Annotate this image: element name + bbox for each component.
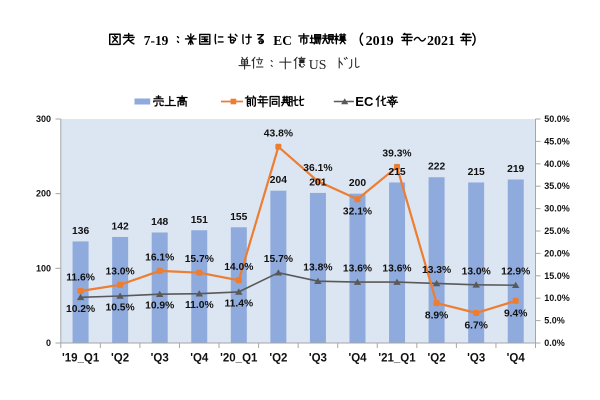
svg-text:20.0%: 20.0% bbox=[544, 248, 570, 258]
svg-text:2019: 2019 bbox=[366, 34, 394, 49]
svg-text:7-19: 7-19 bbox=[144, 33, 169, 48]
svg-text:142: 142 bbox=[112, 222, 129, 233]
svg-text:13.3%: 13.3% bbox=[422, 265, 451, 276]
svg-text:EC: EC bbox=[273, 33, 292, 48]
svg-text:'Q4: 'Q4 bbox=[348, 352, 367, 364]
svg-text:25.0%: 25.0% bbox=[544, 226, 570, 236]
svg-text:215: 215 bbox=[388, 167, 405, 178]
svg-text:43.8%: 43.8% bbox=[264, 128, 293, 139]
svg-text:'Q2: 'Q2 bbox=[269, 352, 287, 364]
svg-text:15.7%: 15.7% bbox=[185, 254, 214, 265]
svg-text:11.6%: 11.6% bbox=[66, 273, 95, 284]
svg-text:12.9%: 12.9% bbox=[501, 267, 530, 278]
svg-text:0.0%: 0.0% bbox=[544, 338, 565, 348]
svg-text:215: 215 bbox=[468, 167, 485, 178]
svg-text:10.5%: 10.5% bbox=[105, 303, 134, 314]
svg-text:2021: 2021 bbox=[427, 34, 455, 49]
svg-text:'Q3: 'Q3 bbox=[467, 352, 485, 364]
svg-text:10.9%: 10.9% bbox=[145, 301, 174, 312]
svg-text:300: 300 bbox=[36, 114, 51, 124]
svg-text:'Q2: 'Q2 bbox=[428, 352, 446, 364]
svg-text:13.0%: 13.0% bbox=[462, 266, 491, 277]
svg-text:EC: EC bbox=[355, 94, 374, 109]
svg-text:8.9%: 8.9% bbox=[425, 311, 448, 322]
svg-text:13.8%: 13.8% bbox=[303, 263, 332, 274]
svg-text:5.0%: 5.0% bbox=[544, 316, 565, 326]
svg-text:222: 222 bbox=[428, 162, 445, 173]
svg-text:16.1%: 16.1% bbox=[145, 252, 174, 263]
svg-text:151: 151 bbox=[191, 215, 208, 226]
svg-text:'Q2: 'Q2 bbox=[111, 352, 129, 364]
svg-text:204: 204 bbox=[270, 175, 287, 186]
svg-text:'Q3: 'Q3 bbox=[309, 352, 327, 364]
svg-text:'Q4: 'Q4 bbox=[190, 352, 209, 364]
svg-text:200: 200 bbox=[349, 178, 366, 189]
svg-text:200: 200 bbox=[36, 189, 51, 199]
svg-text:11.0%: 11.0% bbox=[185, 300, 214, 311]
svg-text:32.1%: 32.1% bbox=[343, 207, 372, 218]
svg-text:15.0%: 15.0% bbox=[544, 271, 570, 281]
svg-text:'21_Q1: '21_Q1 bbox=[378, 352, 416, 364]
svg-text:13.6%: 13.6% bbox=[343, 264, 372, 275]
svg-text:100: 100 bbox=[36, 263, 51, 273]
svg-text:201: 201 bbox=[309, 177, 326, 188]
svg-text:US: US bbox=[309, 57, 327, 72]
svg-text:36.1%: 36.1% bbox=[303, 163, 332, 174]
svg-text:50.0%: 50.0% bbox=[544, 114, 570, 124]
svg-text:'Q4: 'Q4 bbox=[507, 352, 526, 364]
svg-text:39.3%: 39.3% bbox=[382, 148, 411, 159]
svg-text:'Q3: 'Q3 bbox=[151, 352, 169, 364]
svg-text:136: 136 bbox=[72, 226, 89, 237]
svg-text:10.0%: 10.0% bbox=[544, 293, 570, 303]
svg-text:'20_Q1: '20_Q1 bbox=[220, 352, 258, 364]
svg-text:148: 148 bbox=[151, 217, 168, 228]
svg-text:10.2%: 10.2% bbox=[66, 304, 95, 315]
svg-text:45.0%: 45.0% bbox=[544, 136, 570, 146]
svg-text:35.0%: 35.0% bbox=[544, 181, 570, 191]
svg-text:9.4%: 9.4% bbox=[504, 308, 527, 319]
svg-text:13.6%: 13.6% bbox=[382, 264, 411, 275]
svg-text:13.0%: 13.0% bbox=[105, 266, 134, 277]
svg-text:155: 155 bbox=[230, 212, 247, 223]
svg-text:'19_Q1: '19_Q1 bbox=[62, 352, 100, 364]
svg-text:0: 0 bbox=[46, 338, 51, 348]
svg-text:14.0%: 14.0% bbox=[224, 262, 253, 273]
svg-text:6.7%: 6.7% bbox=[464, 321, 487, 332]
svg-text:30.0%: 30.0% bbox=[544, 204, 570, 214]
svg-text:15.7%: 15.7% bbox=[264, 254, 293, 265]
svg-text:11.4%: 11.4% bbox=[224, 298, 253, 309]
svg-text:219: 219 bbox=[507, 164, 524, 175]
svg-text:40.0%: 40.0% bbox=[544, 159, 570, 169]
